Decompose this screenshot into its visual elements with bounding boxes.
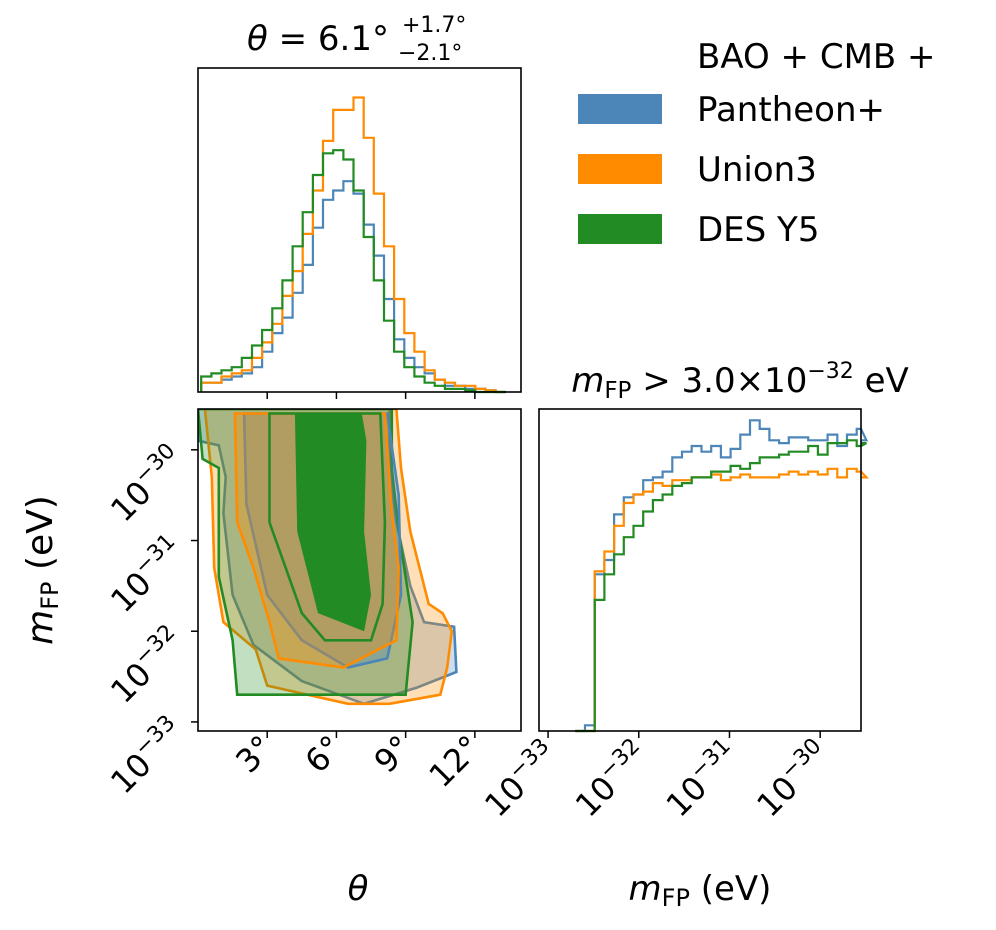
theta-marginal-frame: [197, 67, 522, 393]
legend-label: Pantheon+: [697, 90, 885, 130]
mfp-x-tick-label: 10−30: [747, 734, 838, 825]
mfp-marginal-title: mFP > 3.0×10−32 eV: [571, 359, 909, 404]
mfp-hist-des-y5: [575, 439, 867, 733]
theta-hist-union3: [200, 96, 506, 394]
mfp-marginal-frame: [538, 408, 862, 732]
theta-title-param: θ: [247, 19, 268, 59]
mfp-axis-label-x: mFP (eV): [629, 869, 772, 912]
legend: BAO + CMB + Pantheon+ Union3 DES Y5: [578, 37, 936, 250]
theta-tick-label: 6°: [298, 728, 351, 781]
joint-frame: [197, 408, 522, 732]
mfp-hist-pantheon-: [575, 419, 869, 733]
legend-swatch-des-y5: [578, 214, 662, 244]
mfp-hist-union3: [575, 467, 869, 733]
legend-label: DES Y5: [697, 210, 819, 250]
mfp-x-tick-label: 10−31: [657, 734, 748, 825]
mfp-y-tick-label: 10−30: [101, 438, 192, 529]
theta-tick-label: 3°: [228, 728, 281, 781]
mfp-x-tick-label: 10−32: [566, 734, 657, 825]
legend-swatch-union3: [578, 154, 662, 184]
theta-tick-label: 9°: [367, 728, 420, 781]
legend-header: BAO + CMB +: [697, 37, 936, 77]
theta-marginal-title: θ = 6.1°: [247, 19, 389, 59]
theta-title-lower: −2.1°: [398, 41, 462, 66]
mfp-title-value: 3.0×10: [682, 361, 808, 401]
mfp-x-tick-label: 10−33: [475, 734, 566, 825]
mfp-title-relation: >: [642, 361, 671, 401]
theta-hist-pantheon-: [200, 180, 506, 394]
contour-core-des-y5: [294, 413, 371, 632]
theta-marginal-panel: θ = 6.1° +1.7° −2.1°: [197, 13, 522, 399]
contour-68-des-y5: [268, 412, 387, 642]
theta-title-value: 6.1°: [318, 19, 389, 59]
legend-label: Union3: [697, 150, 817, 190]
legend-swatch-pantheon-: [578, 94, 662, 124]
theta-tick-label: 12°: [422, 728, 489, 795]
theta-title-upper: +1.7°: [402, 13, 466, 38]
mfp-y-tick-label: 10−33: [101, 711, 192, 802]
theta-axis-label: θ: [348, 869, 369, 909]
theta-hist-des-y5: [200, 149, 506, 394]
mfp-axis-label-y: mFP (eV): [20, 495, 64, 645]
mfp-y-tick-label: 10−32: [101, 620, 192, 711]
mfp-y-tick-label: 10−31: [101, 529, 192, 620]
